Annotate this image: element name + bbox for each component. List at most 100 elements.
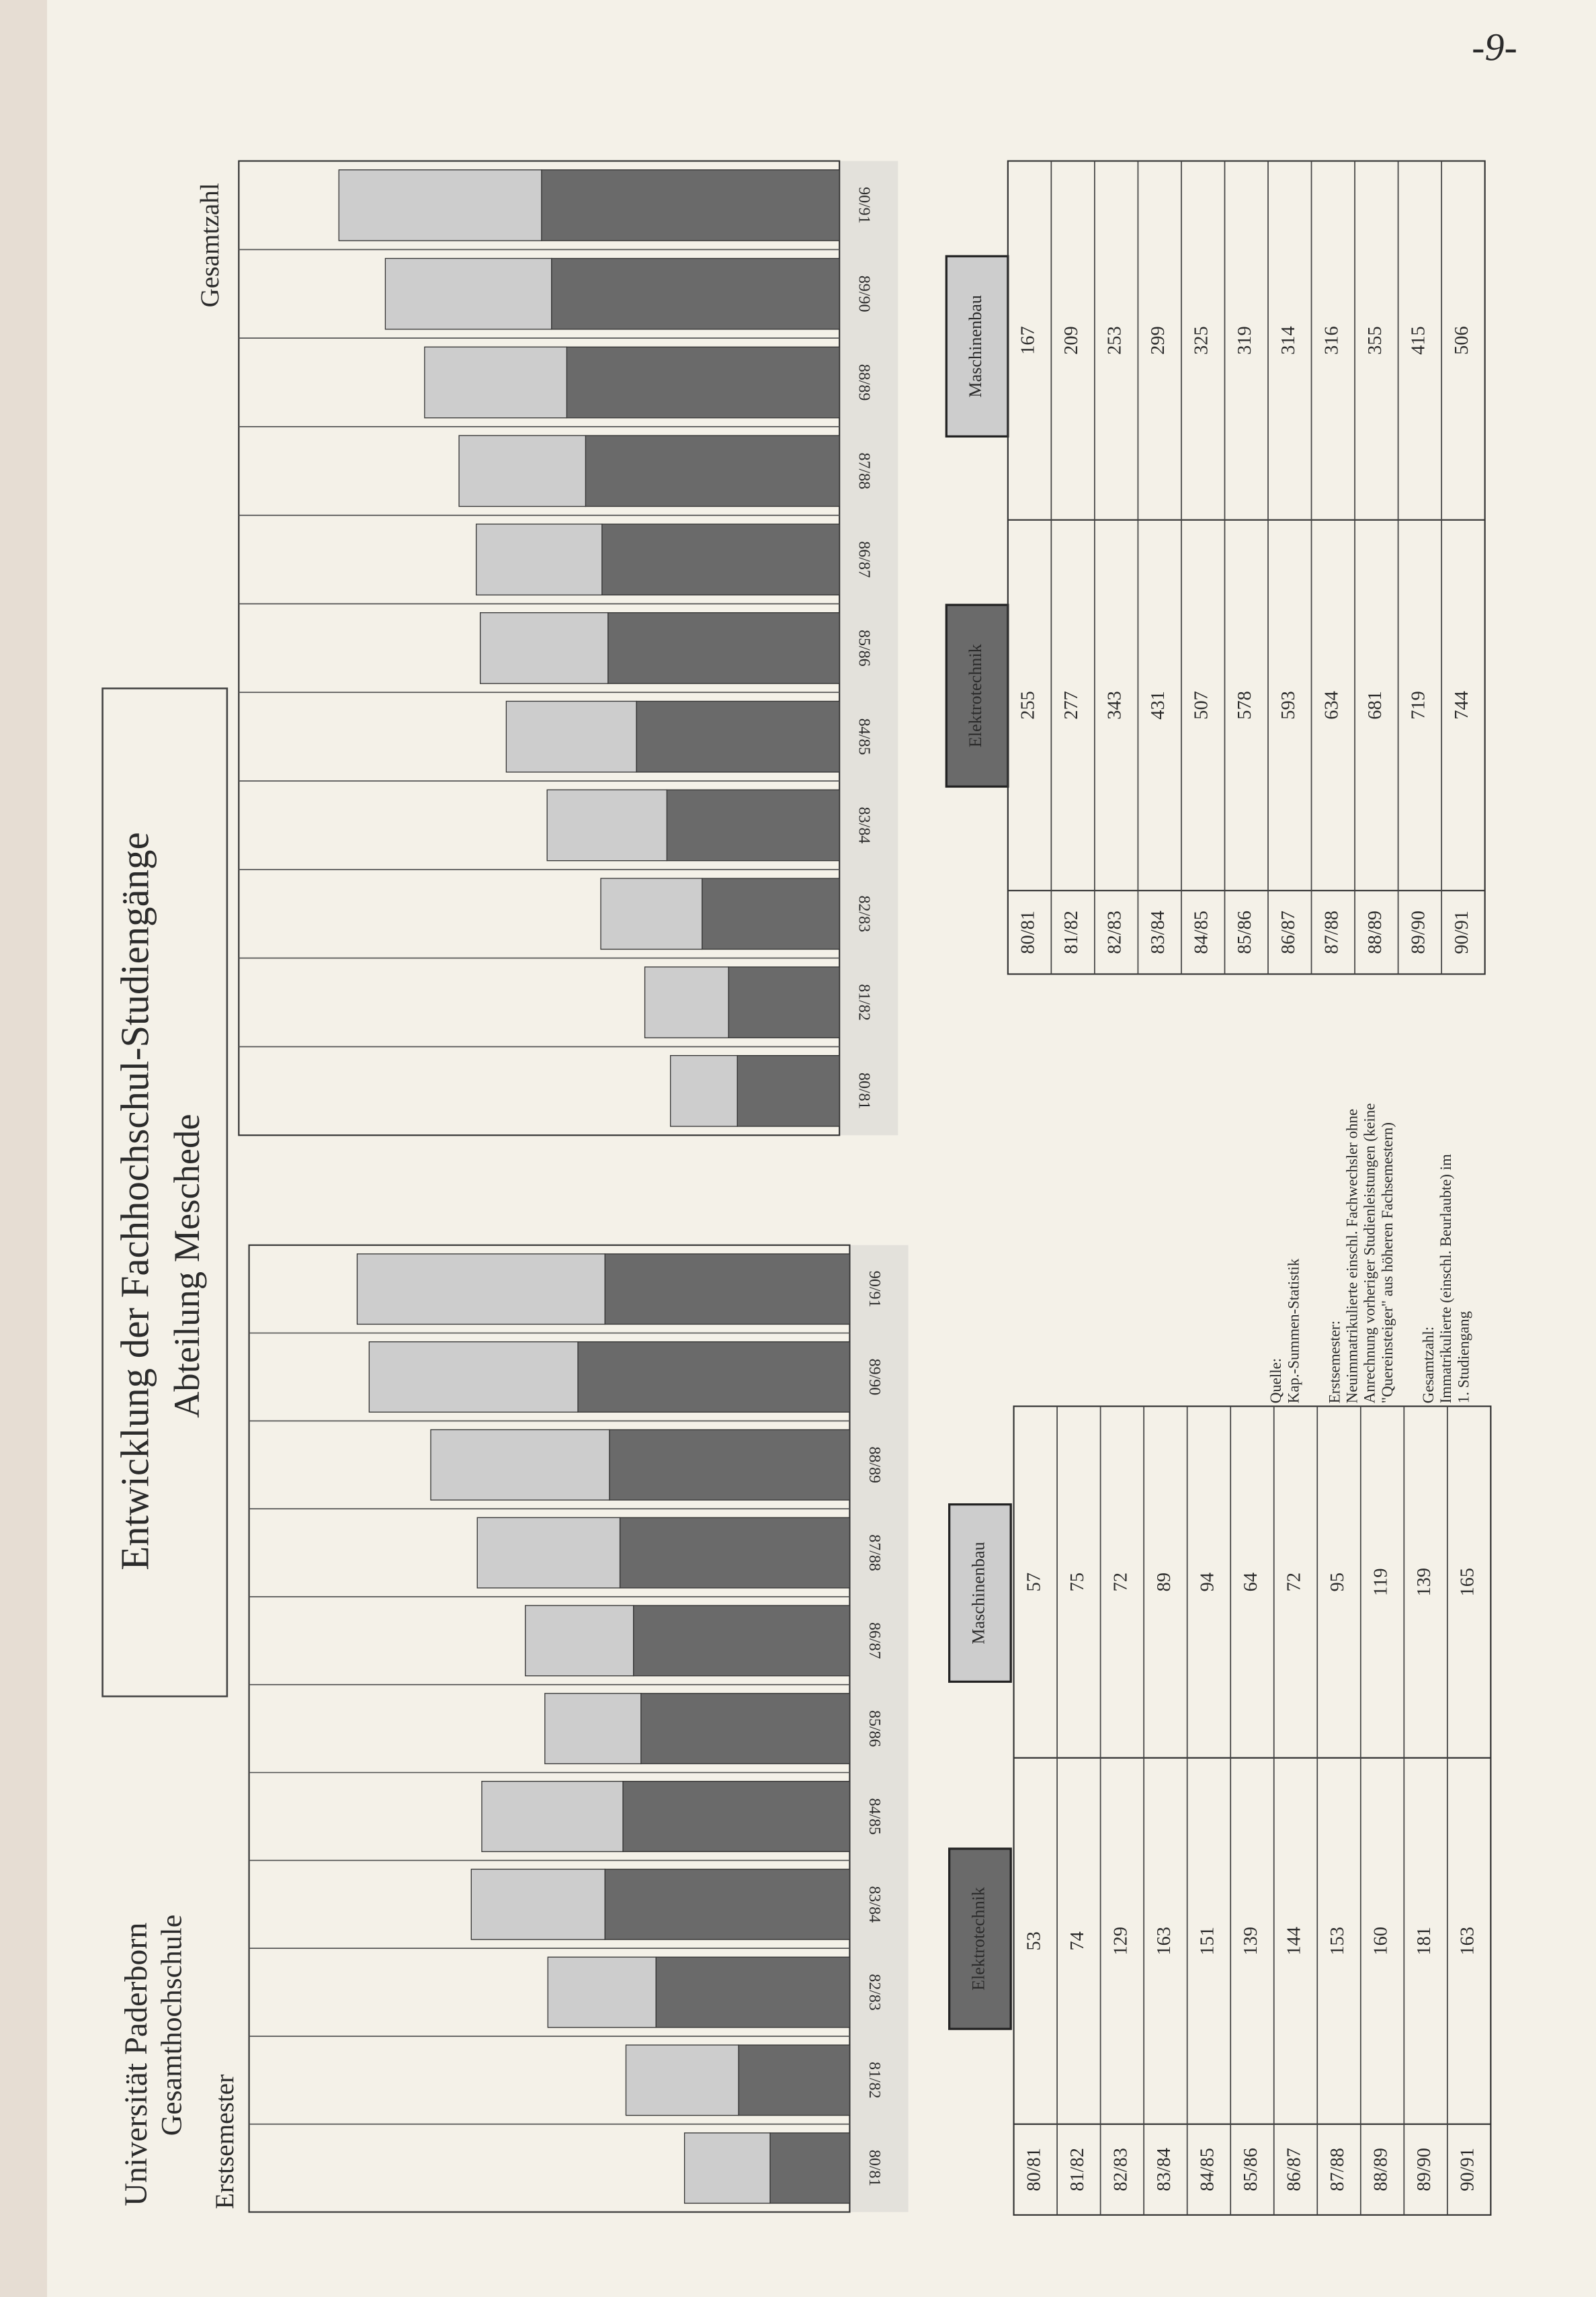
table-value: 681: [1365, 691, 1386, 720]
legend-label: Maschinenbau: [966, 295, 985, 398]
x-tick-label: 89/90: [866, 1359, 883, 1396]
bar-segment: [604, 1253, 851, 1325]
table-year: 80/81: [1018, 911, 1039, 954]
bar-segment: [338, 169, 542, 241]
title-box: [101, 687, 228, 1698]
table-value: 314: [1278, 326, 1299, 354]
note: Erstsemester:: [1326, 1321, 1343, 1403]
x-tick-label: 82/83: [866, 1974, 883, 2011]
table-year: 81/82: [1067, 2148, 1088, 2191]
table-value: 507: [1191, 691, 1212, 720]
bar-segment: [655, 1956, 851, 2028]
x-tick-label: 87/88: [855, 453, 873, 490]
bar-segment: [737, 1054, 840, 1127]
table-frame: [1013, 1405, 1492, 2216]
table-value: 129: [1110, 1927, 1131, 1956]
table-year: 85/86: [1234, 911, 1255, 954]
bar-segment: [424, 346, 568, 419]
legend-label: Maschinenbau: [968, 1542, 988, 1644]
x-tick-label: 86/87: [866, 1622, 883, 1659]
table-value: 151: [1197, 1927, 1218, 1956]
bar-segment: [622, 1780, 851, 1852]
table-value: 74: [1067, 1931, 1088, 1950]
table-year: 88/89: [1365, 911, 1386, 954]
bar-segment: [728, 966, 840, 1038]
bar-segment: [481, 1780, 624, 1852]
note: Quelle:: [1267, 1358, 1284, 1403]
chart-title: Erstsemester: [210, 2075, 239, 2209]
table-frame: [1007, 160, 1486, 975]
x-tick-label: 80/81: [855, 1073, 873, 1110]
bar-segment: [604, 1868, 851, 1940]
note: Gesamtzahl:: [1420, 1327, 1437, 1403]
table-value: 325: [1191, 326, 1212, 354]
legend-box: [948, 1847, 1012, 2030]
table-value: 181: [1414, 1927, 1435, 1956]
table-value: 277: [1061, 691, 1082, 720]
bar-segment: [476, 1517, 621, 1589]
table-value: 165: [1458, 1568, 1478, 1597]
bar-segment: [601, 524, 840, 595]
note: Kap.-Summen-Statistik: [1285, 1258, 1302, 1403]
table-value: 593: [1278, 691, 1299, 720]
bar-segment: [356, 1253, 605, 1325]
table-value: 299: [1148, 326, 1169, 354]
bar-segment: [636, 700, 840, 773]
bar-segment: [458, 435, 587, 507]
table-year: 89/90: [1414, 2148, 1435, 2191]
table-value: 53: [1023, 1931, 1044, 1950]
table-year: 86/87: [1284, 2148, 1304, 2191]
bar-segment: [368, 1341, 579, 1413]
bar-segment: [525, 1605, 634, 1677]
bar-segment: [566, 346, 840, 419]
bar-segment: [607, 612, 840, 684]
table-value: 255: [1018, 691, 1039, 720]
legend-box: [948, 1503, 1012, 1683]
table-year: 81/82: [1061, 911, 1082, 954]
bar-segment: [702, 878, 840, 950]
table-year: 84/85: [1197, 2148, 1218, 2191]
bar-segment: [670, 1054, 738, 1127]
table-value: 119: [1371, 1568, 1392, 1595]
bar-segment: [479, 612, 609, 684]
main-title: Entwicklung der Fachhochschul-Studiengän…: [114, 832, 157, 1570]
note: 1. Studiengang: [1455, 1311, 1472, 1403]
bar-segment: [546, 789, 667, 862]
note: "Quereinsteiger" aus höheren Fachsemeste…: [1379, 1122, 1396, 1403]
table-value: 167: [1018, 326, 1039, 354]
bar-segment: [547, 1956, 657, 2028]
bar-segment: [430, 1429, 610, 1501]
label-strip: [849, 1245, 909, 2212]
table-value: 431: [1148, 691, 1169, 720]
x-tick-label: 86/87: [855, 541, 873, 578]
institution: Gesamthochschule: [155, 1915, 187, 2136]
table-value: 209: [1061, 326, 1082, 354]
bar-segment: [551, 257, 840, 330]
note: Anrechnung vorheriger Studienleistungen …: [1361, 1103, 1378, 1404]
table-value: 160: [1371, 1927, 1392, 1956]
bar-segment: [738, 2044, 851, 2116]
table-value: 253: [1105, 326, 1126, 354]
x-tick-label: 84/85: [855, 718, 873, 755]
table-value: 506: [1452, 326, 1472, 354]
table-value: 719: [1408, 691, 1429, 720]
table-value: 634: [1321, 691, 1342, 720]
x-tick-label: 89/90: [855, 276, 873, 312]
bar-segment: [600, 878, 703, 950]
table-value: 57: [1023, 1573, 1044, 1591]
institution: Universität Paderborn: [118, 1923, 154, 2206]
table-value: 72: [1110, 1573, 1131, 1591]
table-value: 316: [1321, 326, 1342, 354]
bar-segment: [384, 257, 552, 330]
table-value: 89: [1154, 1573, 1175, 1591]
x-tick-label: 81/82: [866, 2062, 883, 2099]
bar-segment: [476, 524, 603, 595]
x-tick-label: 85/86: [855, 630, 873, 667]
table-year: 82/83: [1105, 911, 1126, 954]
table-value: 94: [1197, 1573, 1218, 1591]
table-value: 75: [1067, 1573, 1088, 1591]
x-tick-label: 88/89: [866, 1446, 883, 1483]
legend-label: Elektrotechnik: [966, 643, 985, 747]
table-value: 343: [1105, 691, 1126, 720]
table-value: 64: [1241, 1573, 1261, 1591]
